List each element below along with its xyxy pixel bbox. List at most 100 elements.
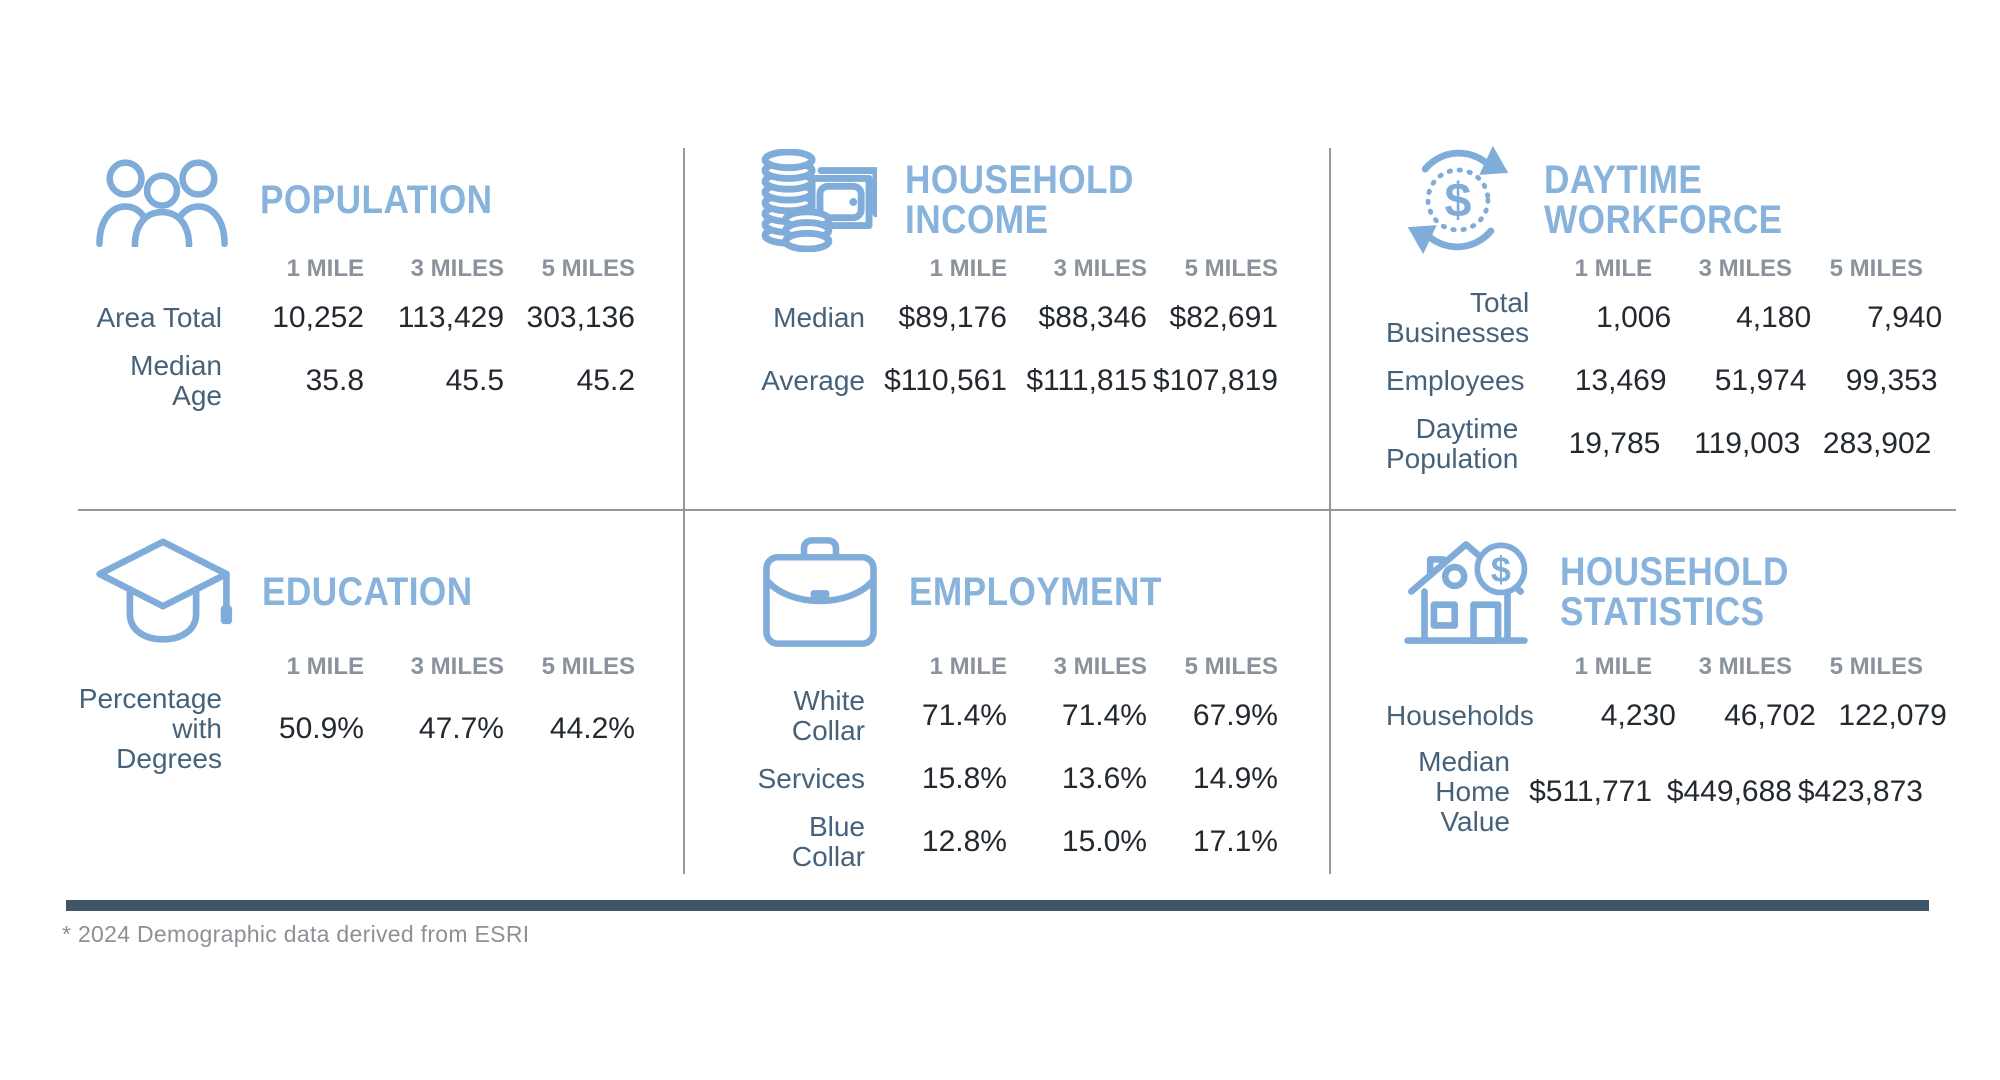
col-5-miles: 5 MILES bbox=[1184, 255, 1278, 282]
table-row: Median $89,176 $88,346 $82,691 bbox=[745, 286, 1278, 349]
column-headers: 1 MILE 3 MILES 5 MILES bbox=[78, 252, 635, 286]
row-label: Blue Collar bbox=[791, 810, 865, 872]
value-3-miles: 4,180 bbox=[1736, 300, 1812, 334]
table-row: Households 4,230 46,702 122,079 bbox=[1386, 684, 1947, 747]
svg-text:$: $ bbox=[1491, 550, 1511, 590]
value-1-mile: 35.8 bbox=[305, 363, 364, 397]
column-headers: 1 MILE 3 MILES 5 MILES bbox=[78, 650, 635, 684]
value-3-miles: 47.7% bbox=[418, 712, 504, 745]
row-label: Percentage with Degrees bbox=[78, 683, 222, 774]
panel-household-statistics: $ HOUSEHOLD STATISTICS 1 MILE 3 MILES 5 … bbox=[1386, 538, 1947, 837]
value-1-mile: $89,176 bbox=[898, 300, 1007, 334]
col-3-miles: 3 MILES bbox=[1698, 255, 1792, 282]
row-label: Employees bbox=[1386, 364, 1525, 396]
panel-title: POPULATION bbox=[260, 178, 493, 222]
panel-population: POPULATION 1 MILE 3 MILES 5 MILES Area T… bbox=[78, 150, 635, 412]
value-1-mile: 19,785 bbox=[1568, 426, 1661, 460]
panel-title: HOUSEHOLD INCOME bbox=[905, 158, 1134, 242]
col-1-mile: 1 MILE bbox=[286, 255, 364, 282]
row-label: Services bbox=[757, 762, 865, 794]
col-5-miles: 5 MILES bbox=[541, 255, 635, 282]
education-table: 1 MILE 3 MILES 5 MILES Percentage with D… bbox=[78, 650, 635, 774]
row-label: Total Businesses bbox=[1386, 286, 1530, 348]
horizontal-divider bbox=[78, 509, 1956, 511]
value-3-miles: $88,346 bbox=[1038, 300, 1147, 334]
education-header: EDUCATION bbox=[78, 538, 635, 646]
row-label: Daytime Population bbox=[1386, 412, 1519, 474]
coins-cash-icon bbox=[759, 148, 877, 252]
employment-header: EMPLOYMENT bbox=[745, 537, 1278, 647]
table-row: Blue Collar 12.8% 15.0% 17.1% bbox=[745, 810, 1278, 873]
value-1-mile: $511,771 bbox=[1529, 775, 1652, 808]
value-1-mile: 1,006 bbox=[1596, 300, 1672, 334]
value-3-miles: 45.5 bbox=[445, 363, 504, 397]
table-row: Percentage with Degrees 50.9% 47.7% 44.2… bbox=[78, 684, 635, 774]
table-row: Employees 13,469 51,974 99,353 bbox=[1386, 349, 1938, 412]
value-1-mile: 12.8% bbox=[921, 824, 1007, 858]
value-1-mile: 10,252 bbox=[272, 300, 364, 334]
value-5-miles: 14.9% bbox=[1192, 761, 1278, 795]
value-1-mile: 15.8% bbox=[921, 761, 1007, 795]
col-3-miles: 3 MILES bbox=[1053, 255, 1147, 282]
row-label: Area Total bbox=[96, 301, 222, 333]
vertical-divider bbox=[683, 148, 685, 874]
vertical-divider bbox=[1329, 148, 1331, 874]
household-income-table: 1 MILE 3 MILES 5 MILES Median $89,176 $8… bbox=[745, 252, 1278, 412]
household-statistics-header: $ HOUSEHOLD STATISTICS bbox=[1386, 538, 1923, 646]
row-label: Median bbox=[773, 301, 865, 333]
household-income-header: HOUSEHOLD INCOME bbox=[745, 148, 1278, 252]
table-row: Median Age 35.8 45.5 45.2 bbox=[78, 349, 635, 412]
table-row: Area Total 10,252 113,429 303,136 bbox=[78, 286, 635, 349]
value-5-miles: 283,902 bbox=[1822, 426, 1932, 460]
value-3-miles: 71.4% bbox=[1061, 698, 1147, 732]
employment-table: 1 MILE 3 MILES 5 MILES White Collar 71.4… bbox=[745, 650, 1278, 873]
row-label: Households bbox=[1386, 699, 1534, 731]
people-icon bbox=[92, 153, 232, 247]
value-1-mile: 13,469 bbox=[1574, 363, 1667, 397]
dollar-cycle-icon: $ bbox=[1400, 142, 1516, 258]
column-headers: 1 MILE 3 MILES 5 MILES bbox=[745, 650, 1278, 684]
value-3-miles: 13.6% bbox=[1061, 761, 1147, 795]
row-label: Median Home Value bbox=[1418, 746, 1510, 837]
footer-accent-bar bbox=[66, 900, 1929, 911]
value-1-mile: 4,230 bbox=[1600, 698, 1676, 732]
source-footnote: * 2024 Demographic data derived from ESR… bbox=[62, 921, 530, 947]
col-5-miles: 5 MILES bbox=[1829, 255, 1923, 282]
value-3-miles: 113,429 bbox=[397, 300, 504, 334]
value-5-miles: 45.2 bbox=[576, 363, 635, 397]
col-1-mile: 1 MILE bbox=[929, 653, 1007, 680]
value-3-miles: 46,702 bbox=[1724, 698, 1816, 732]
col-5-miles: 5 MILES bbox=[1829, 653, 1923, 680]
table-row: Daytime Population 19,785 119,003 283,90… bbox=[1386, 412, 1931, 475]
table-row: Average $110,561 $111,815 $107,819 bbox=[745, 349, 1278, 412]
row-label: Average bbox=[761, 364, 865, 396]
table-row: Median Home Value $511,771 $449,688 $423… bbox=[1386, 747, 1923, 837]
column-headers: 1 MILE 3 MILES 5 MILES bbox=[745, 252, 1278, 286]
value-3-miles: $111,815 bbox=[1026, 363, 1147, 397]
value-1-mile: 71.4% bbox=[921, 698, 1007, 732]
daytime-workforce-header: $ DAYTIME WORKFORCE bbox=[1386, 145, 1923, 255]
panel-title: EDUCATION bbox=[262, 570, 473, 614]
panel-employment: EMPLOYMENT 1 MILE 3 MILES 5 MILES White … bbox=[745, 537, 1278, 873]
row-label: White Collar bbox=[791, 684, 865, 746]
col-3-miles: 3 MILES bbox=[1698, 653, 1792, 680]
col-1-mile: 1 MILE bbox=[929, 255, 1007, 282]
daytime-workforce-table: 1 MILE 3 MILES 5 MILES Total Businesses … bbox=[1386, 252, 1942, 475]
population-table: 1 MILE 3 MILES 5 MILES Area Total 10,252… bbox=[78, 252, 635, 412]
briefcase-icon bbox=[759, 531, 881, 653]
value-5-miles: $107,819 bbox=[1152, 363, 1278, 397]
col-5-miles: 5 MILES bbox=[1184, 653, 1278, 680]
panel-education: EDUCATION 1 MILE 3 MILES 5 MILES Percent… bbox=[78, 538, 635, 774]
table-row: White Collar 71.4% 71.4% 67.9% bbox=[745, 684, 1278, 747]
value-1-mile: $110,561 bbox=[884, 363, 1007, 397]
value-5-miles: 303,136 bbox=[526, 300, 635, 334]
value-5-miles: 99,353 bbox=[1845, 363, 1938, 397]
svg-text:$: $ bbox=[1445, 173, 1472, 227]
value-5-miles: 7,940 bbox=[1867, 300, 1943, 334]
col-1-mile: 1 MILE bbox=[1574, 653, 1652, 680]
panel-household-income: HOUSEHOLD INCOME 1 MILE 3 MILES 5 MILES … bbox=[745, 148, 1278, 412]
column-headers: 1 MILE 3 MILES 5 MILES bbox=[1386, 650, 1923, 684]
column-headers: 1 MILE 3 MILES 5 MILES bbox=[1386, 252, 1923, 286]
value-1-mile: 50.9% bbox=[278, 712, 364, 745]
